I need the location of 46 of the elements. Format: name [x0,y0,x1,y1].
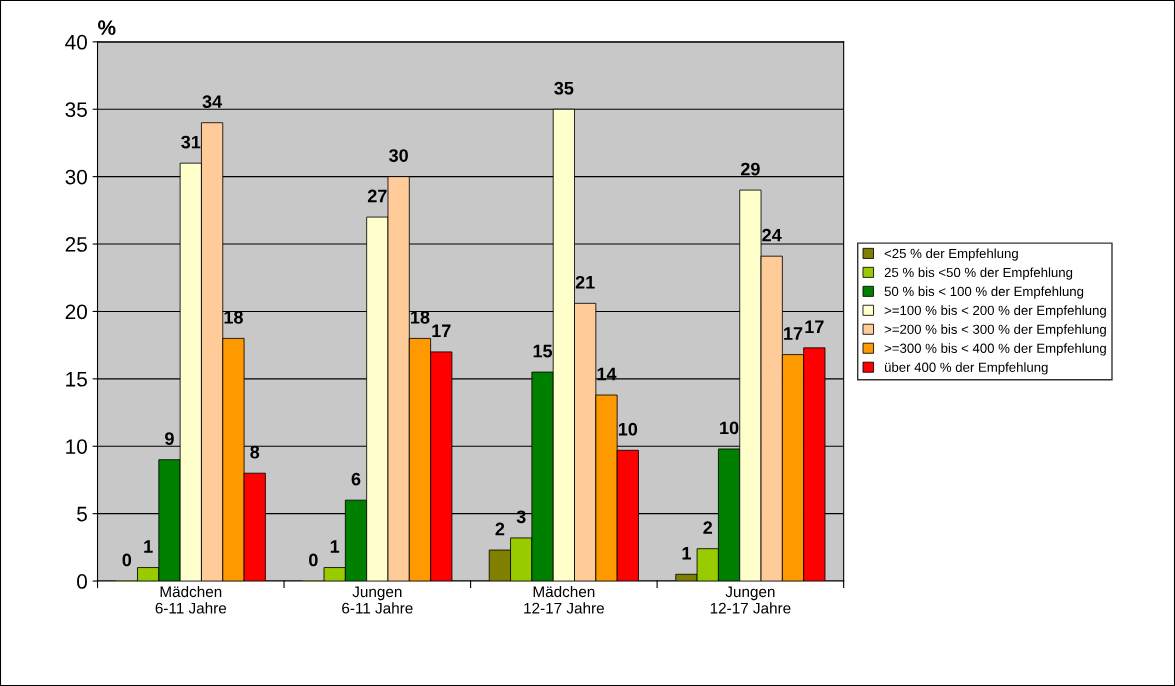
data-label: 31 [181,135,201,149]
data-label: 30 [389,149,408,162]
legend-label: 25 % bis <50 % der Empfehlung [884,267,1073,280]
legend-label: 50 % bis < 100 % der Empfehlung [884,286,1084,299]
data-label: 10 [720,421,739,435]
y-axis-title: % [98,20,116,35]
data-label: 10 [618,422,638,436]
data-label: 8 [250,445,260,459]
y-tick-label: 15 [66,372,87,387]
data-label: 17 [805,320,824,333]
y-tick-label: 25 [65,237,87,252]
x-tick-label: Jungen 6-11 Jahre [342,586,413,614]
y-tick-label: 0 [77,574,87,589]
data-label: 0 [309,553,318,567]
x-tick-label: Jungen 12-17 Jahre [710,586,791,614]
legend-label: >=200 % bis < 300 % der Empfehlung [884,324,1106,337]
data-label: 0 [122,553,132,567]
y-tick-label: 5 [77,506,87,522]
data-label: 34 [202,95,223,109]
data-label: 21 [575,275,595,289]
y-tick-label: 35 [65,102,87,117]
legend-label: >=100 % bis < 200 % der Empfehlung [884,305,1106,318]
x-tick-label: Mädchen 12-17 Jahre [524,585,604,614]
data-label: 1 [330,540,340,553]
data-label: 29 [740,162,760,176]
data-label: 17 [784,327,803,340]
data-label: 2 [495,522,505,536]
data-label: 35 [554,81,574,95]
data-label: 14 [597,367,617,381]
data-label: 2 [703,521,713,534]
data-label: 17 [432,324,451,338]
y-tick-label: 30 [65,169,87,185]
legend-label: <25 % der Empfehlung [884,248,1018,261]
data-label: 9 [165,432,174,446]
y-tick-label: 10 [66,439,87,454]
data-label: 1 [144,540,153,553]
data-label: 27 [367,189,387,203]
data-label: 24 [762,228,782,242]
data-label: 6 [351,472,361,486]
x-tick-label: Mädchen 6-11 Jahre [155,585,227,614]
data-label: 15 [533,344,553,358]
y-tick-label: 20 [65,304,87,320]
y-tick-label: 40 [65,34,87,50]
data-label: 1 [682,547,691,560]
legend-label: >=300 % bis < 400 % der Empfehlung [884,343,1106,356]
legend-label: über 400 % der Empfehlung [884,362,1048,375]
